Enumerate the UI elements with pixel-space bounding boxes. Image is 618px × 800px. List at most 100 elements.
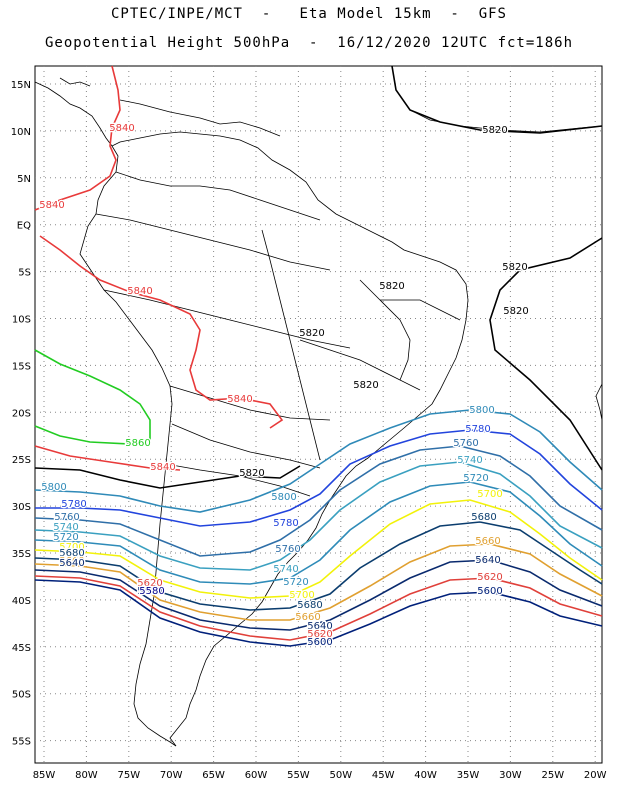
contour-5760 <box>34 445 603 557</box>
contour-5620 <box>34 575 603 641</box>
axis-ticks: 15N 10N 5N EQ 5S 10S 15S 20S 25S 30S 35S 40S 45S 50S 5… <box>11 80 607 781</box>
lon-tick-label: 30W <box>499 770 522 781</box>
title-line-2: Geopotential Height 500hPa - 16/12/2020 … <box>44 35 573 51</box>
contour-label-5640: 5640 <box>307 621 332 632</box>
contour-5820-south <box>34 465 301 489</box>
plot-frame <box>34 65 603 764</box>
graticule <box>35 66 602 763</box>
lat-tick-label: 35S <box>12 549 31 560</box>
lon-tick-label: 25W <box>541 770 564 781</box>
contour-5860-west <box>34 349 151 440</box>
contour-labels: 5840 5840 5840 5840 5840 5820 5820 5820 5820 5820… <box>38 122 530 650</box>
lon-tick-label: 85W <box>33 770 56 781</box>
lat-tick-label: 15S <box>12 361 31 372</box>
border-brazil-west <box>261 229 321 461</box>
contour-label-5660: 5660 <box>475 536 500 547</box>
contour-label-5720: 5720 <box>283 577 308 588</box>
contour-label-5660: 5660 <box>59 556 84 567</box>
contour-5840-south <box>34 445 181 471</box>
lon-tick-label: 40W <box>414 770 437 781</box>
contour-label-5740: 5740 <box>53 522 78 533</box>
border-brazil-states-2 <box>299 339 421 391</box>
lon-tick-label: 65W <box>202 770 225 781</box>
border-north <box>115 171 321 221</box>
lat-tick-label: 10N <box>11 127 31 138</box>
lon-tick-label: 70W <box>160 770 183 781</box>
contour-5840-main <box>39 235 284 429</box>
contour-5820-east <box>489 237 603 471</box>
border-brazil-states-3 <box>380 299 461 321</box>
contour-5680 <box>34 521 603 611</box>
contour-5740 <box>34 461 603 571</box>
contour-5800 <box>34 409 603 513</box>
border-brazil-states <box>359 279 411 381</box>
contour-label-5840: 5840 <box>127 286 152 297</box>
contour-label-5720: 5720 <box>463 473 488 484</box>
lon-tick-label: 20W <box>584 770 607 781</box>
contour-label-5780: 5780 <box>61 499 86 510</box>
lat-tick-label: 45S <box>12 643 31 654</box>
lat-tick-label: 50S <box>12 690 31 701</box>
contour-label-5600: 5600 <box>477 586 502 597</box>
contour-label-5860: 5860 <box>125 438 150 449</box>
contour-label-5580: 5580 <box>139 586 164 597</box>
lon-tick-label: 80W <box>75 770 98 781</box>
contour-label-5740: 5740 <box>273 564 298 575</box>
contour-label-5840: 5840 <box>109 123 134 134</box>
contour-label-5640: 5640 <box>475 555 500 566</box>
contour-label-5840: 5840 <box>39 200 64 211</box>
contour-label-5740: 5740 <box>457 455 482 466</box>
lat-tick-label: 25S <box>12 455 31 466</box>
contour-label-5660: 5660 <box>295 612 320 623</box>
contour-5660 <box>34 543 603 621</box>
lat-tick-label: 15N <box>11 80 31 91</box>
contour-label-5780: 5780 <box>273 518 298 529</box>
contour-label-5640: 5640 <box>59 558 84 569</box>
lon-tick-label: 50W <box>329 770 352 781</box>
contour-label-5600: 5600 <box>307 637 332 648</box>
contour-label-5800: 5800 <box>41 482 66 493</box>
contour-label-5820: 5820 <box>482 125 507 136</box>
border-peru-brazil <box>103 289 351 349</box>
contour-label-5840: 5840 <box>150 462 175 473</box>
contour-label-5700: 5700 <box>59 542 84 553</box>
lon-tick-label: 45W <box>372 770 395 781</box>
east-coast <box>111 131 469 747</box>
contour-label-5600: 5600 <box>137 586 162 597</box>
contours <box>34 65 603 647</box>
contour-label-5820: 5820 <box>379 281 404 292</box>
contour-5640 <box>34 559 603 631</box>
contour-label-5800: 5800 <box>469 405 494 416</box>
contour-label-5820: 5820 <box>353 380 378 391</box>
contour-label-5760: 5760 <box>453 438 478 449</box>
central-america-coast <box>34 81 113 147</box>
title-line-1: CPTEC/INPE/MCT - Eta Model 15km - GFS <box>110 6 507 22</box>
contour-label-5820: 5820 <box>503 306 528 317</box>
lon-tick-label: 55W <box>287 770 310 781</box>
contour-label-5720: 5720 <box>53 532 78 543</box>
lat-tick-label: 55S <box>12 737 31 748</box>
lat-tick-label: 5N <box>17 174 31 185</box>
west-coast <box>79 145 177 747</box>
contour-label-5760: 5760 <box>275 544 300 555</box>
contour-5720 <box>34 481 603 585</box>
contour-label-5700: 5700 <box>477 489 502 500</box>
lat-tick-label: EQ <box>17 221 31 232</box>
contour-label-5620: 5620 <box>477 572 502 583</box>
contour-5840-north <box>34 65 121 211</box>
lat-tick-label: 20S <box>12 408 31 419</box>
lat-tick-label: 40S <box>12 596 31 607</box>
lat-tick-label: 10S <box>12 315 31 326</box>
contour-label-5820: 5820 <box>239 468 264 479</box>
contour-label-5700: 5700 <box>289 590 314 601</box>
contour-label-5820: 5820 <box>502 262 527 273</box>
contour-label-5760: 5760 <box>54 512 79 523</box>
contour-label-5620: 5620 <box>307 629 332 640</box>
lon-tick-label: 75W <box>117 770 140 781</box>
border-andes-north <box>95 213 331 271</box>
caribbean-coast <box>119 99 281 137</box>
contour-label-5840: 5840 <box>227 394 252 405</box>
caribbean-island <box>59 77 91 87</box>
border-bolivia <box>169 385 331 421</box>
